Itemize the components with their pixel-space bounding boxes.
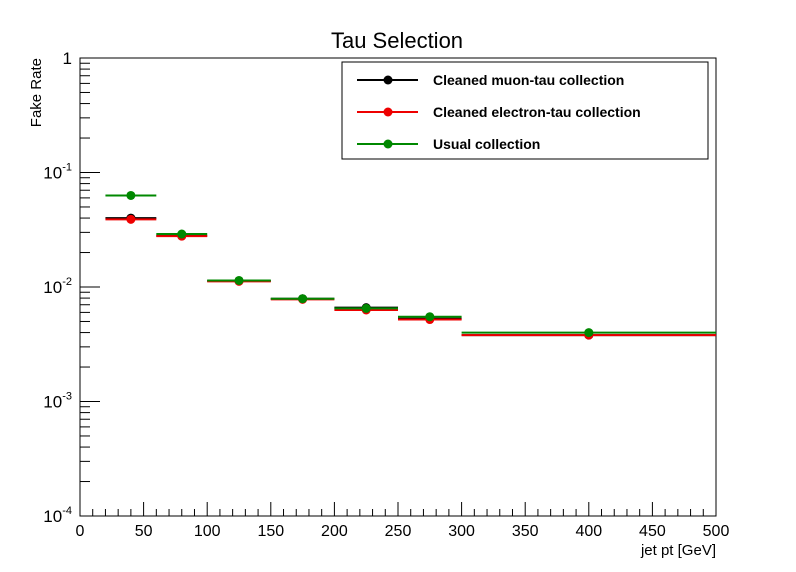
x-tick-label: 250 bbox=[385, 523, 412, 540]
data-point bbox=[425, 312, 435, 322]
y-tick-label: 10-1 bbox=[43, 162, 72, 183]
x-axis: 0 50 100 150 200 250 300 350 400 450 500 bbox=[76, 502, 730, 540]
series-1 bbox=[105, 213, 716, 340]
y-tick-label: 10-4 bbox=[43, 505, 72, 526]
data-point bbox=[126, 190, 136, 200]
data-point bbox=[177, 229, 187, 239]
x-tick-label: 0 bbox=[76, 523, 85, 540]
series-3 bbox=[105, 190, 716, 338]
y-tick-label: 10-2 bbox=[43, 276, 72, 297]
legend-marker bbox=[383, 75, 393, 85]
series-layer bbox=[105, 190, 716, 340]
x-tick-label: 400 bbox=[575, 523, 602, 540]
legend-label: Cleaned muon-tau collection bbox=[433, 72, 624, 88]
data-point bbox=[361, 303, 371, 313]
x-tick-label: 450 bbox=[639, 523, 666, 540]
y-axis-label: Fake Rate bbox=[28, 58, 45, 127]
legend-label: Cleaned electron-tau collection bbox=[433, 104, 641, 120]
legend-marker bbox=[383, 107, 393, 117]
x-axis-label: jet pt [GeV] bbox=[640, 542, 716, 559]
legend: Cleaned muon-tau collection Cleaned elect… bbox=[341, 61, 709, 160]
data-point bbox=[126, 214, 136, 224]
data-point bbox=[584, 328, 594, 338]
x-tick-label: 350 bbox=[512, 523, 539, 540]
legend-box bbox=[341, 61, 709, 160]
x-tick-label: 200 bbox=[321, 523, 348, 540]
x-tick-label: 300 bbox=[448, 523, 475, 540]
x-tick-label: 100 bbox=[194, 523, 221, 540]
y-tick-label: 10-3 bbox=[43, 391, 72, 412]
data-point bbox=[298, 294, 308, 304]
legend-label: Usual collection bbox=[433, 136, 540, 152]
data-point bbox=[234, 275, 244, 285]
legend-marker bbox=[383, 139, 393, 149]
x-tick-label: 50 bbox=[135, 523, 153, 540]
x-tick-label: 500 bbox=[703, 523, 730, 540]
chart-title: Tau Selection bbox=[331, 28, 463, 53]
y-axis: 10-4 10-3 10-2 10-1 1 bbox=[43, 49, 100, 526]
y-tick-label: 1 bbox=[63, 49, 72, 68]
x-tick-label: 150 bbox=[257, 523, 284, 540]
